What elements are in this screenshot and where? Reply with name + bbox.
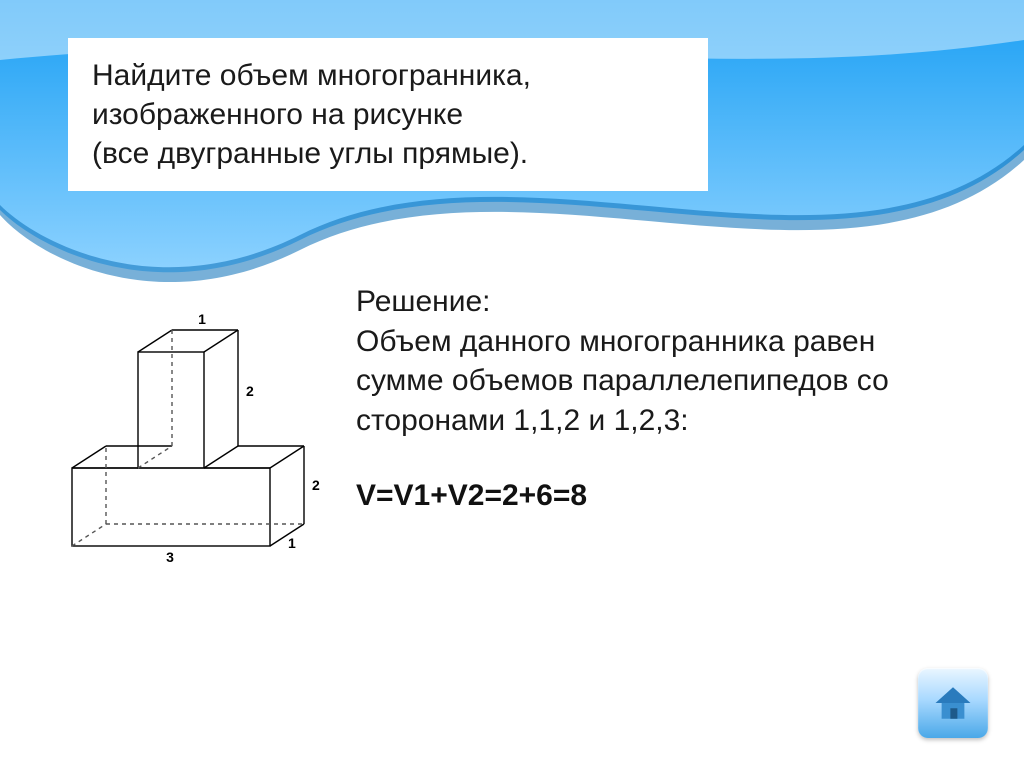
solution-body: Объем данного многогранника равен сумме …	[356, 322, 916, 441]
solution-heading: Решение:	[356, 282, 916, 322]
solution-block: Решение: Объем данного многогранника рав…	[356, 282, 916, 516]
solution-formula: V=V1+V2=2+6=8	[356, 476, 916, 516]
problem-line-3: (все двугранные углы прямые).	[92, 134, 684, 173]
label-lower-right: 2	[312, 477, 320, 493]
label-bottom: 3	[166, 549, 174, 565]
slide: Найдите объем многогранника, изображенно…	[0, 0, 1024, 768]
home-button[interactable]	[918, 668, 988, 738]
label-top: 1	[198, 311, 206, 327]
problem-statement: Найдите объем многогранника, изображенно…	[68, 38, 708, 191]
label-bottom-right: 1	[288, 535, 296, 551]
label-upper-right: 2	[246, 383, 254, 399]
problem-line-1: Найдите объем многогранника,	[92, 56, 684, 95]
home-icon	[932, 682, 974, 724]
polyhedron-figure: 1 2 2 1 3	[52, 300, 332, 580]
problem-line-2: изображенного на рисунке	[92, 95, 684, 134]
